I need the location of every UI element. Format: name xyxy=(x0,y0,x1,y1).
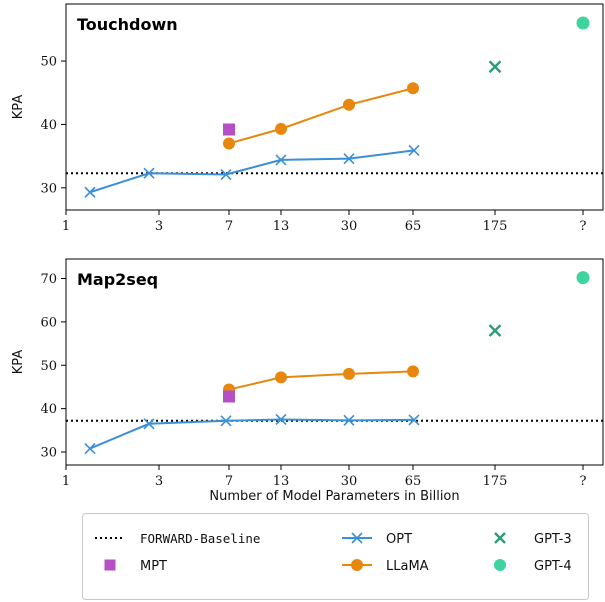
llama-point xyxy=(223,137,235,150)
llama-series-line xyxy=(228,370,414,391)
x-tick-label: 65 xyxy=(405,219,422,234)
plot-frame xyxy=(65,3,604,211)
legend-label: OPT xyxy=(386,532,412,547)
y-tick-label: 30 xyxy=(40,181,57,196)
y-tick-label: 50 xyxy=(40,359,57,374)
opt-point xyxy=(275,154,287,166)
opt-series-line xyxy=(89,149,415,194)
y-tick-label: 50 xyxy=(40,55,57,70)
opt-point xyxy=(408,414,420,426)
legend-item: GPT-3 xyxy=(494,532,572,547)
opt-point xyxy=(143,167,155,179)
mpt-point xyxy=(223,123,235,136)
x-tick-label: 65 xyxy=(405,474,422,489)
opt-point xyxy=(220,168,232,181)
y-tick-label: 70 xyxy=(40,272,57,287)
llama-point xyxy=(275,122,287,135)
x-tick-label: ? xyxy=(580,219,587,234)
x-tick-label: 30 xyxy=(341,219,358,234)
legend-item: GPT-4 xyxy=(494,559,572,574)
llama-point xyxy=(407,82,419,95)
x-tick-label: 1 xyxy=(62,474,70,489)
opt-point xyxy=(84,186,96,198)
panel-title: Touchdown xyxy=(77,15,178,34)
legend-mpt-marker xyxy=(104,559,116,571)
legend-item: MPT xyxy=(104,559,167,574)
gpt4-point xyxy=(576,16,590,30)
x-tick-label: ? xyxy=(580,474,587,489)
llama-point xyxy=(275,371,287,384)
opt-point xyxy=(275,413,287,426)
x-tick-label: 1 xyxy=(62,219,70,234)
y-tick-label: 60 xyxy=(40,315,57,330)
llama-point xyxy=(343,367,355,380)
llama-series-line xyxy=(228,87,414,145)
plot-frame xyxy=(65,258,604,466)
legend-item: OPT xyxy=(342,532,412,547)
x-tick-label: 7 xyxy=(225,474,233,489)
panel-title: Map2seq xyxy=(77,270,158,289)
legend-llama-marker xyxy=(351,559,363,571)
opt-series-line xyxy=(89,418,415,450)
legend-opt-marker xyxy=(351,532,363,544)
opt-point xyxy=(408,144,420,156)
opt-point xyxy=(84,442,96,455)
y-axis-label: KPA xyxy=(11,95,26,120)
legend-item: FORWARD-Baseline xyxy=(95,531,260,546)
y-tick-label: 30 xyxy=(40,445,57,460)
legend-box xyxy=(82,513,589,600)
y-axis-label: KPA xyxy=(11,350,26,375)
legend-label: FORWARD-Baseline xyxy=(140,531,260,546)
mpt-point xyxy=(223,390,235,403)
opt-point xyxy=(220,415,232,427)
legend-gpt4-marker xyxy=(494,559,506,571)
gpt4-point xyxy=(576,271,590,285)
legend-label: GPT-4 xyxy=(534,559,572,574)
legend-label: LLaMA xyxy=(386,559,429,574)
gpt3-point xyxy=(488,324,502,337)
llama-point xyxy=(343,98,355,111)
x-tick-label: 175 xyxy=(483,219,508,234)
y-tick-label: 40 xyxy=(40,402,57,417)
x-tick-label: 13 xyxy=(273,219,290,234)
x-tick-label: 3 xyxy=(155,219,163,234)
legend: FORWARD-Baseline OPT GPT-3 MPT LLaMA GPT-4 xyxy=(82,513,589,600)
legend-gpt3-marker xyxy=(494,532,506,544)
x-tick-label: 13 xyxy=(273,474,290,489)
llama-point xyxy=(407,365,419,378)
x-tick-label: 7 xyxy=(225,219,233,234)
legend-label: MPT xyxy=(140,559,167,574)
x-tick-label: 30 xyxy=(341,474,358,489)
x-tick-label: 175 xyxy=(483,474,508,489)
y-tick-label: 40 xyxy=(40,118,57,133)
x-axis-label: Number of Model Parameters in Billion xyxy=(209,489,459,504)
x-tick-label: 3 xyxy=(155,474,163,489)
legend-label: GPT-3 xyxy=(534,532,572,547)
opt-point xyxy=(343,414,355,426)
gpt3-point xyxy=(488,60,502,74)
opt-point xyxy=(343,153,355,165)
legend-item: LLaMA xyxy=(342,559,429,574)
opt-point xyxy=(143,418,155,430)
